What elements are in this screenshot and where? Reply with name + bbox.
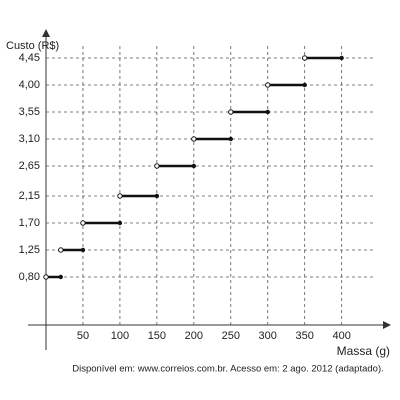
y-tick-label: 2,65 bbox=[19, 160, 40, 172]
open-endpoint bbox=[228, 109, 234, 115]
x-tick-label: 300 bbox=[259, 330, 277, 342]
x-tick-label: 50 bbox=[77, 330, 89, 342]
open-endpoint bbox=[58, 247, 64, 253]
open-endpoint bbox=[265, 82, 271, 88]
closed-endpoint bbox=[58, 274, 63, 280]
x-tick-label: 100 bbox=[111, 330, 129, 342]
y-tick-label: 4,00 bbox=[19, 79, 40, 91]
x-tick-label: 400 bbox=[332, 330, 350, 342]
closed-endpoint bbox=[191, 163, 197, 169]
open-endpoint bbox=[117, 193, 123, 199]
y-tick-label: 1,25 bbox=[19, 244, 40, 256]
y-tick-label: 2,15 bbox=[19, 190, 40, 202]
closed-endpoint bbox=[265, 109, 270, 115]
y-tick-label: 3,10 bbox=[19, 133, 40, 145]
y-tick-label: 1,70 bbox=[19, 217, 40, 229]
y-tick-label: 0,80 bbox=[19, 271, 40, 283]
closed-endpoint bbox=[80, 247, 86, 253]
x-tick-label: 200 bbox=[185, 330, 203, 342]
x-tick-label: 150 bbox=[148, 330, 166, 342]
y-tick-label: 4,45 bbox=[19, 52, 40, 64]
open-endpoint bbox=[80, 220, 86, 226]
y-axis-label: Custo (R$) bbox=[6, 40, 59, 52]
closed-endpoint bbox=[154, 193, 160, 199]
x-tick-label: 350 bbox=[296, 330, 314, 342]
y-tick-label: 3,55 bbox=[19, 106, 40, 118]
source-note: Disponível em: www.correios.com.br. Aces… bbox=[72, 364, 384, 375]
closed-endpoint bbox=[302, 82, 307, 88]
open-endpoint bbox=[43, 274, 49, 280]
x-axis-label: Massa (g) bbox=[337, 344, 390, 358]
open-endpoint bbox=[154, 163, 160, 169]
closed-endpoint bbox=[339, 55, 344, 61]
x-tick-label: 250 bbox=[222, 330, 240, 342]
closed-endpoint bbox=[228, 136, 233, 142]
open-endpoint bbox=[191, 136, 197, 142]
closed-endpoint bbox=[117, 220, 123, 226]
open-endpoint bbox=[301, 55, 308, 61]
